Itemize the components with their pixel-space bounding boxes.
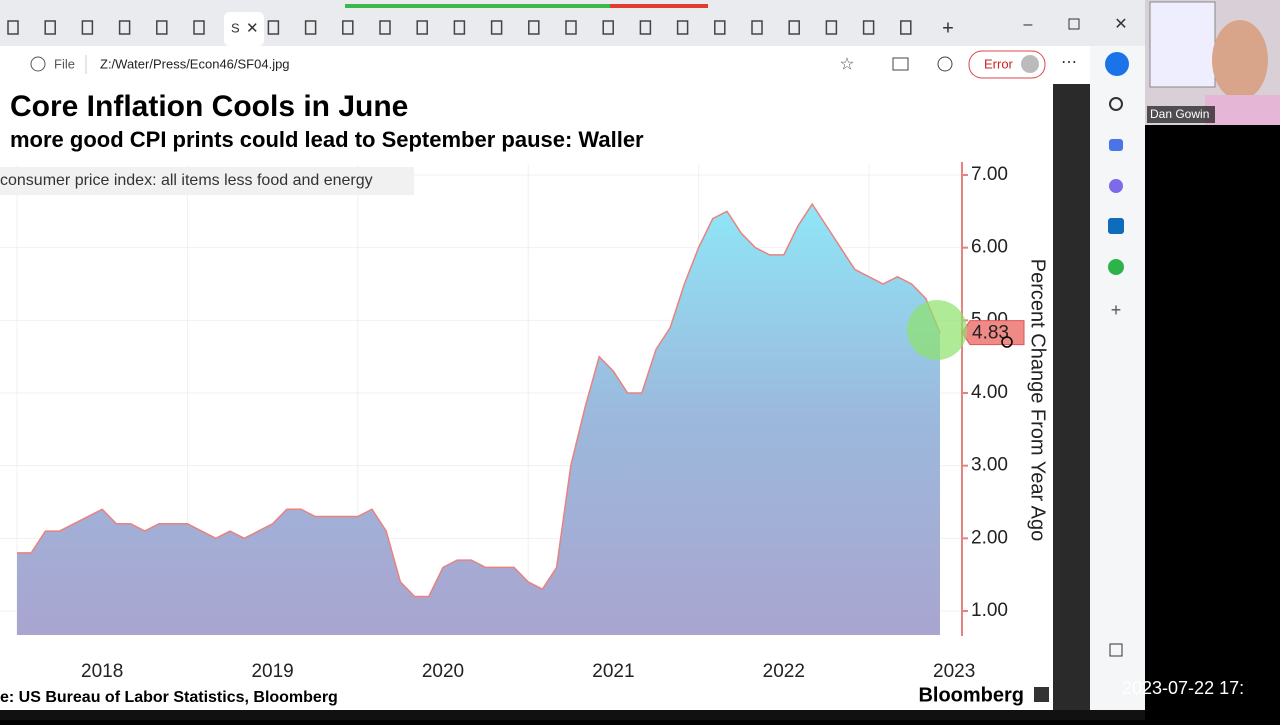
tab-indicator [610,4,708,8]
y-tick-label: 1.00 [971,600,1008,621]
chart: Core Inflation Cools in June more good C… [0,90,1049,706]
person [1212,20,1268,100]
cursor-highlight [907,300,967,360]
chart-subtitle: more good CPI prints could lead to Septe… [10,127,644,152]
legend: consumer price index: all items less foo… [0,172,373,189]
tab-icon [7,20,19,35]
address-scheme: File [54,56,75,71]
y-tick-label: 6.00 [971,237,1008,258]
sidebar-toggle[interactable] [1109,643,1123,657]
info-icon[interactable] [30,56,46,72]
tab-icon [528,20,540,35]
new-tab[interactable]: + [942,17,954,39]
x-tick-label: 2022 [763,661,805,682]
timestamp: 2023-07-22 17: [1122,678,1244,698]
tab-icon [156,20,168,35]
tab-icon [304,20,317,35]
tab-icon [602,20,614,35]
line [17,202,941,598]
tab-icon [416,20,428,35]
sidebar [1090,46,1145,710]
minimize[interactable]: – [1024,16,1033,33]
y-tick-label: 2.00 [971,527,1008,548]
x-tick-label: 2020 [422,661,464,682]
shared-window [1149,1,1216,88]
cursor [1001,336,1013,348]
tab-icon [342,20,354,35]
y-tick-label: 3.00 [971,455,1008,476]
x-tick-label: 2018 [81,661,123,682]
split-icon[interactable] [892,57,909,71]
tab-icon [81,20,94,35]
tab-icon [676,20,689,35]
tab-icon [825,20,838,35]
brand-logo [1034,687,1049,702]
y-tick-label: 7.00 [971,164,1008,185]
ext-icon[interactable] [937,56,953,72]
search[interactable] [1109,97,1123,111]
last-value-tag [961,320,1025,346]
y-axis-label: Percent Change From Year Ago [1027,259,1049,541]
x-tick-label: 2019 [251,661,293,682]
tab-icon [714,20,726,35]
viewer-margin [1053,84,1090,710]
tab-icon [118,20,131,35]
taskbar-edge [0,710,1145,720]
tab-icon [44,20,56,35]
copilot[interactable] [1105,52,1129,76]
tab-icon [379,20,391,35]
tab-icon [490,20,503,35]
tab-icon [788,20,800,35]
tab-icon [193,20,205,35]
avatar [1021,55,1039,73]
maximize[interactable] [1068,18,1080,30]
sidebar-app[interactable] [1108,218,1124,234]
tab-icon [565,20,577,35]
sidebar-app[interactable] [1109,179,1123,193]
participant-name: Dan Gowin [1150,107,1209,121]
brand: Bloomberg [918,684,1024,706]
source: e: US Bureau of Labor Statistics, Bloomb… [0,689,338,706]
sidebar-app[interactable] [1109,139,1123,151]
tab-close[interactable]: ✕ [246,20,259,37]
chart-title: Core Inflation Cools in June [10,90,408,123]
tab-icon [453,20,466,35]
tab-title: S [231,20,240,35]
menu[interactable]: ⋯ [1061,54,1077,71]
area [17,204,940,636]
sidebar-app[interactable] [1108,259,1124,275]
x-tick-label: 2021 [592,661,634,682]
tab-icon [751,20,763,35]
add-app[interactable]: + [1111,300,1122,320]
legend-box [0,167,414,195]
y-tick-label: 4.00 [971,382,1008,403]
name-tag [1147,106,1215,123]
favorite-icon[interactable]: ☆ [839,54,854,73]
profile-status: Error [984,56,1014,71]
tab-indicator [345,4,610,8]
x-tick-label: 2023 [933,661,975,682]
close-window[interactable]: ✕ [1114,16,1127,33]
tab-icon [267,20,280,35]
person-shirt [1205,95,1280,125]
tab-icon [900,20,912,35]
tab-icon [639,20,652,35]
toolbar [0,46,1145,84]
tabs [7,20,912,35]
last-value-label: 4.83 [972,323,1009,344]
address-bar[interactable]: Z:/Water/Press/Econ46/SF04.jpg [100,56,290,71]
tab-icon [862,20,875,35]
active-tab[interactable] [224,12,264,46]
